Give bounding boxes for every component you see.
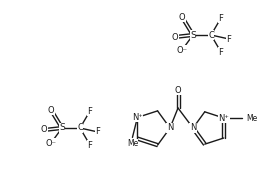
Text: N: N	[190, 124, 196, 132]
Text: F: F	[88, 107, 92, 116]
Text: F: F	[227, 34, 232, 44]
Text: N⁺: N⁺	[132, 113, 143, 122]
Text: O: O	[48, 105, 54, 115]
Text: O⁻: O⁻	[45, 139, 57, 147]
Text: F: F	[219, 14, 223, 23]
Text: S: S	[59, 124, 65, 132]
Text: C: C	[208, 31, 214, 39]
Text: C: C	[77, 124, 83, 132]
Text: O: O	[175, 86, 181, 94]
Text: F: F	[219, 47, 223, 57]
Text: Me: Me	[246, 113, 257, 123]
Text: Me: Me	[127, 139, 138, 148]
Text: O: O	[172, 33, 178, 41]
Text: O⁻: O⁻	[176, 46, 188, 54]
Text: F: F	[88, 140, 92, 150]
Text: N⁺: N⁺	[218, 113, 229, 123]
Text: N: N	[167, 124, 173, 132]
Text: S: S	[190, 31, 196, 39]
Text: O: O	[41, 126, 47, 134]
Text: F: F	[95, 127, 101, 137]
Text: O: O	[179, 12, 185, 22]
